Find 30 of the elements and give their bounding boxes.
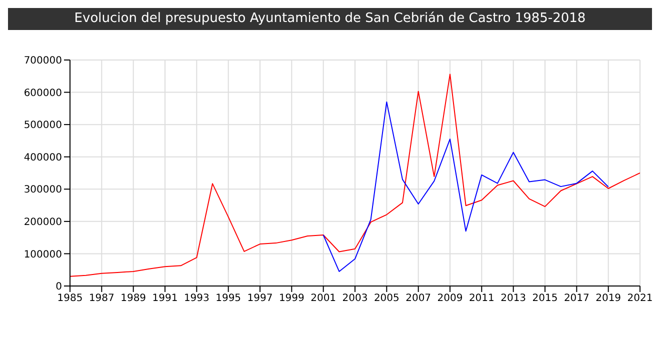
y-tick-label: 0	[56, 282, 62, 293]
x-tick-label: 2021	[627, 293, 653, 304]
x-tick-label: 2017	[564, 293, 590, 304]
y-tick-label: 400000	[24, 152, 62, 164]
x-tick-label: 1999	[278, 293, 304, 304]
x-tick-label: 2001	[310, 293, 336, 304]
x-tick-label: 2019	[596, 293, 622, 304]
x-tick-label: 1991	[152, 293, 178, 304]
x-tick-label: 2009	[437, 293, 463, 304]
line-series	[70, 74, 640, 277]
x-tick-label: 1997	[247, 293, 273, 304]
x-tick-label: 2011	[468, 293, 494, 304]
x-tick-label: 2003	[342, 293, 368, 304]
y-tick-label: 700000	[24, 56, 62, 67]
x-tick-label: 1989	[120, 293, 146, 304]
x-tick-label: 2007	[406, 293, 432, 304]
x-tick-label: 1993	[184, 293, 210, 304]
line-series	[322, 101, 609, 272]
x-tick-label: 2015	[532, 293, 558, 304]
x-tick-label: 2013	[500, 293, 526, 304]
x-tick-label: 1985	[57, 293, 83, 304]
x-tick-label: 1995	[216, 293, 242, 304]
y-tick-label: 600000	[24, 88, 62, 99]
y-tick-label: 300000	[24, 184, 62, 196]
y-tick-label: 200000	[24, 216, 62, 228]
chart-title: Evolucion del presupuesto Ayuntamiento de San Cebrián de Castro 1985-2018	[8, 8, 652, 30]
x-tick-label: 2005	[374, 293, 400, 304]
y-tick-label: 100000	[24, 249, 62, 260]
x-tick-label: 1987	[88, 293, 114, 304]
y-tick-label: 500000	[24, 120, 62, 132]
